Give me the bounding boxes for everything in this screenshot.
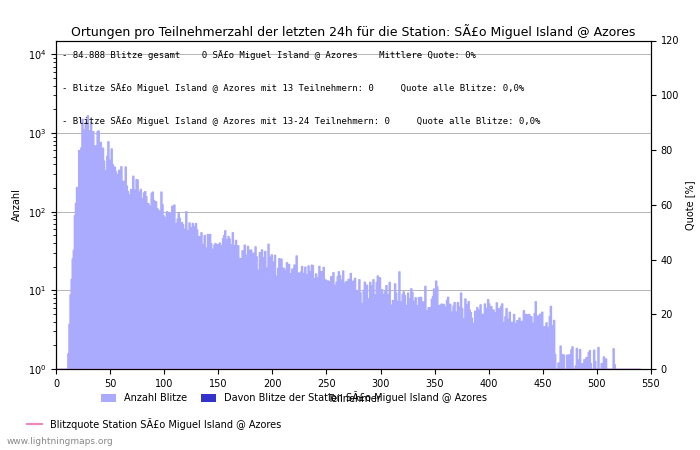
Legend: Anzahl Blitze, Davon Blitze der Station SÃ£o Miguel Island @ Azores: Anzahl Blitze, Davon Blitze der Station … <box>97 387 491 407</box>
Text: - Blitze SÃ£o Miguel Island @ Azores mit 13 Teilnehmern: 0     Quote alle Blitze: - Blitze SÃ£o Miguel Island @ Azores mit… <box>62 83 524 93</box>
Text: www.lightningmaps.org: www.lightningmaps.org <box>7 436 113 446</box>
Y-axis label: Anzahl: Anzahl <box>12 188 22 221</box>
Text: - Blitze SÃ£o Miguel Island @ Azores mit 13-24 Teilnehmern: 0     Quote alle Bli: - Blitze SÃ£o Miguel Island @ Azores mit… <box>62 116 540 126</box>
Text: - 84.888 Blitze gesamt    0 SÃ£o Miguel Island @ Azores    Mittlere Quote: 0%: - 84.888 Blitze gesamt 0 SÃ£o Miguel Isl… <box>62 50 476 60</box>
Title: Ortungen pro Teilnehmerzahl der letzten 24h für die Station: SÃ£o Miguel Island : Ortungen pro Teilnehmerzahl der letzten … <box>71 24 636 39</box>
X-axis label: Teilnehmer: Teilnehmer <box>327 394 380 404</box>
Y-axis label: Quote [%]: Quote [%] <box>685 180 695 230</box>
Legend: Blitzquote Station SÃ£o Miguel Island @ Azores: Blitzquote Station SÃ£o Miguel Island @ … <box>23 414 285 434</box>
